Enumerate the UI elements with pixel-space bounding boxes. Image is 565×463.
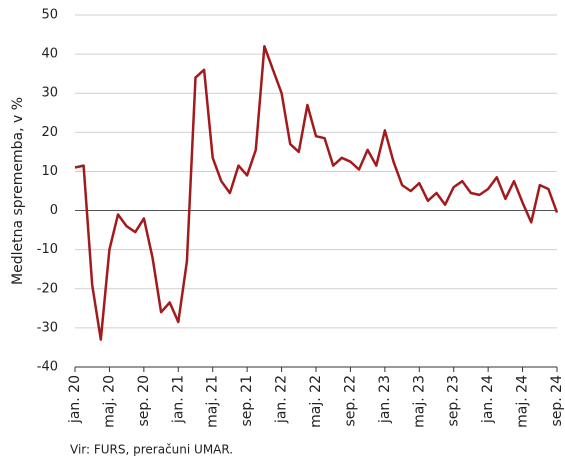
x-tick-label: maj. 23 (411, 375, 427, 428)
source-note: Vir: FURS, preračuni UMAR. (70, 443, 233, 457)
x-tick-label: sep. 24 (549, 375, 565, 427)
y-tick-label: 50 (41, 8, 58, 23)
x-tick-label: maj. 22 (308, 375, 324, 428)
y-tick-label: -20 (37, 281, 58, 296)
x-tick-label: maj. 21 (205, 375, 221, 428)
y-tick-label: -30 (37, 320, 58, 335)
x-tick-label: jan. 22 (274, 375, 290, 424)
y-tick-label: -10 (37, 242, 58, 257)
y-tick-label: 30 (41, 86, 58, 101)
x-tick-label: sep. 23 (446, 375, 462, 427)
x-tick-label: jan. 23 (377, 375, 393, 424)
y-tick-label: -40 (37, 360, 58, 375)
y-axis-label: Medletna sprememba, v % (10, 97, 26, 285)
y-tick-label: 20 (41, 125, 58, 140)
y-tick-label: 40 (41, 47, 58, 62)
x-tick-label: sep. 22 (342, 375, 358, 427)
x-tick-label: jan. 20 (67, 375, 83, 424)
x-tick-label: maj. 24 (515, 375, 531, 428)
x-tick-label: maj. 20 (101, 375, 117, 428)
x-tick-label: jan. 24 (480, 375, 496, 424)
x-tick-label: sep. 20 (136, 375, 152, 427)
y-tick-label: 10 (41, 164, 58, 179)
x-tick-label: sep. 21 (239, 375, 255, 427)
x-tick-label: jan. 21 (170, 375, 186, 424)
data-line (74, 45, 559, 341)
y-tick-label: 0 (50, 203, 58, 218)
